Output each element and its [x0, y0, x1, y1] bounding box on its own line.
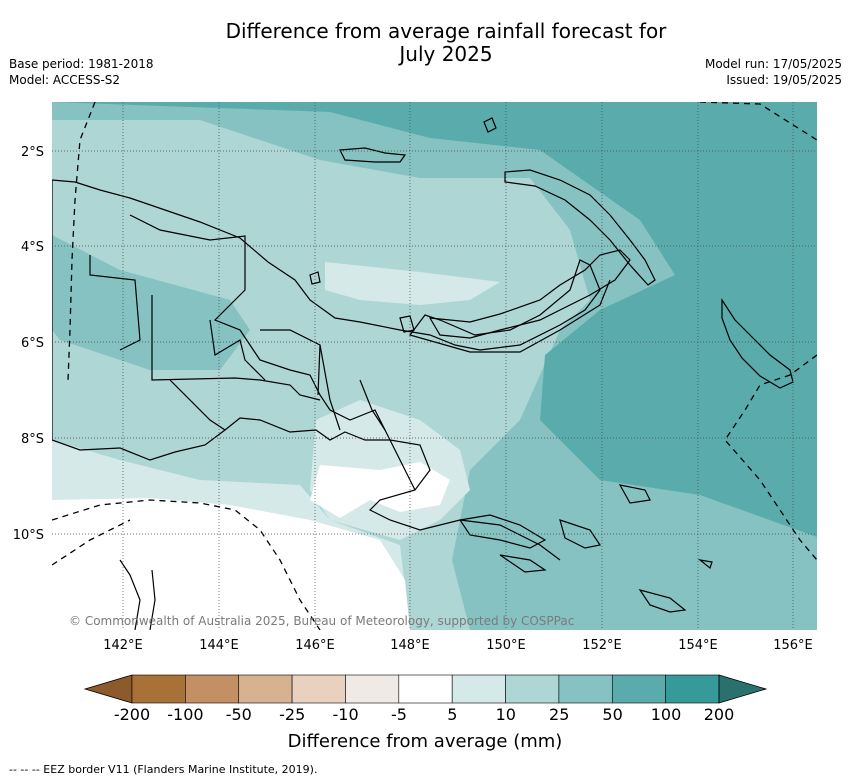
colorbar-label: -200 [113, 705, 151, 724]
colorbar-label: -25 [279, 705, 306, 724]
colorbar-arrow-high [718, 674, 768, 704]
lat-label: 4°S [21, 240, 44, 255]
colorbar-label: 50 [602, 705, 623, 724]
lon-label: 146°E [295, 638, 335, 653]
band-25-50-west [52, 235, 250, 370]
copyright-notice: © Commonwealth of Australia 2025, Bureau… [69, 614, 575, 628]
meta-left: Base period: 1981-2018 Model: ACCESS-S2 [9, 56, 154, 88]
colorbar-boxes [131, 674, 720, 704]
colorbar-title: Difference from average (mm) [287, 731, 563, 752]
latitude-labels: 2°S 4°S 6°S 8°S 10°S [13, 145, 44, 543]
lat-label: 10°S [13, 528, 44, 543]
lat-label: 8°S [21, 432, 44, 447]
colorbar-arrow-low [83, 674, 133, 704]
graticule [52, 102, 817, 630]
lon-label: 150°E [486, 638, 526, 653]
colorbar-swatch [398, 674, 453, 704]
lon-label: 144°E [199, 638, 239, 653]
rainfall-anomaly-field [52, 102, 817, 630]
colorbar-label: 25 [549, 705, 570, 724]
colorbar-swatch [558, 674, 613, 704]
colorbar-swatch [611, 674, 666, 704]
lon-label: 142°E [103, 638, 143, 653]
colorbar-swatch [238, 674, 293, 704]
band-below-5-coast [310, 462, 450, 518]
longitude-labels: 142°E 144°E 146°E 148°E 150°E 152°E 154°… [103, 638, 813, 653]
band-50-100 [52, 102, 817, 537]
colorbar-swatch [665, 674, 720, 704]
colorbar-label: 10 [495, 705, 516, 724]
colorbar-swatch [291, 674, 346, 704]
title-line-2: July 2025 [399, 42, 493, 66]
lat-label: 2°S [21, 145, 44, 160]
eez-legend-note: -- -- -- EEZ border V11 (Flanders Marine… [9, 763, 318, 776]
lat-label: 6°S [21, 336, 44, 351]
colorbar-swatch [505, 674, 560, 704]
lon-label: 156°E [773, 638, 813, 653]
eez-borders [52, 102, 817, 630]
colorbar-swatch [345, 674, 400, 704]
model-run: Model run: 17/05/2025 [704, 57, 842, 71]
colorbar-label: 200 [703, 705, 735, 724]
colorbar-label: -100 [167, 705, 204, 724]
lon-label: 152°E [582, 638, 622, 653]
colorbar [83, 674, 768, 704]
issued-date: Issued: 19/05/2025 [726, 73, 842, 87]
base-period: Base period: 1981-2018 [9, 57, 154, 71]
model-name: Model: ACCESS-S2 [9, 73, 121, 87]
lon-label: 154°E [678, 638, 718, 653]
colorbar-label: -5 [391, 705, 407, 724]
band-below-5-south [52, 498, 410, 630]
colorbar-swatch [451, 674, 506, 704]
colorbar-swatch [185, 674, 240, 704]
lon-label: 148°E [390, 638, 430, 653]
colorbar-label: -50 [225, 705, 252, 724]
band-5-10-central [325, 262, 500, 305]
colorbar-label: -10 [332, 705, 359, 724]
colorbar-label: 5 [447, 705, 458, 724]
coastlines [52, 117, 794, 630]
title-line-1: Difference from average rainfall forecas… [225, 19, 667, 43]
meta-right: Model run: 17/05/2025 Issued: 19/05/2025 [705, 56, 842, 88]
colorbar-label: 100 [650, 705, 682, 724]
map-title: Difference from average rainfall forecas… [0, 20, 850, 66]
colorbar-swatch [131, 674, 186, 704]
